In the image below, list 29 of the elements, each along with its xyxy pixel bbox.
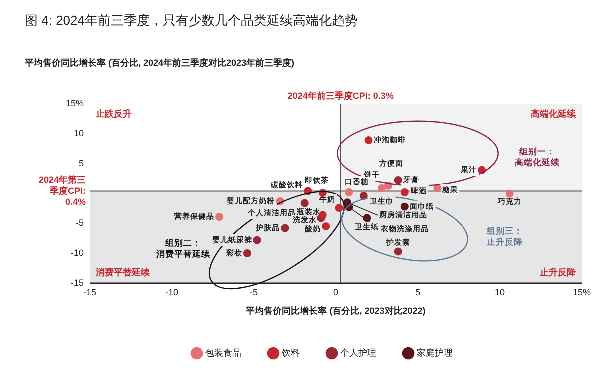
annotation: 止升反降 — [539, 267, 577, 278]
chart-title: 图 4: 2024年前三季度，只有少数几个品类延续高端化趋势 — [25, 12, 358, 30]
annotation: 组别二：消费平替延续 — [155, 238, 212, 260]
y-axis-title: 平均售价同比增长率 (百分比, 2024年前三季度对比2023年前三季度) — [25, 57, 295, 70]
y-tick-label: -15 — [70, 278, 84, 288]
x-axis-title: 平均售价同比增长率 (百分比, 2023对比2022) — [245, 306, 426, 316]
x-tick-label: 5 — [415, 287, 421, 298]
legend-label: 饮料 — [281, 348, 300, 358]
legend-label: 包装食品 — [206, 348, 242, 358]
legend-label: 家庭护理 — [417, 348, 453, 358]
y-tick-label: -5 — [76, 218, 84, 228]
ref-line-label: 2024年第三季度CPI: 0.4% — [38, 174, 86, 207]
x-tick-label: -15 — [83, 287, 97, 298]
x-tick-label: -5 — [250, 287, 258, 298]
y-tick-label: 10 — [74, 128, 84, 138]
legend-label: 个人护理 — [340, 348, 376, 358]
y-tick-label: 5 — [78, 158, 84, 168]
x-tick-label: -10 — [165, 287, 179, 298]
ref-line-label: 2024年前三季度CPI: 0.3% — [288, 90, 394, 101]
annotation: 止跌反升 — [95, 108, 132, 119]
y-tick-label: -10 — [70, 248, 84, 258]
x-tick-label: 10 — [494, 287, 506, 298]
y-tick-label: 15% — [66, 98, 84, 108]
annotation: 高端化延续 — [531, 108, 577, 119]
x-tick-label: 0 — [333, 287, 339, 298]
annotation: 组别三：止升反降 — [486, 226, 524, 248]
x-tick-label: 15% — [572, 287, 592, 298]
annotation: 组别一：高端化延续 — [515, 146, 562, 168]
annotation: 消费平替延续 — [95, 267, 151, 278]
